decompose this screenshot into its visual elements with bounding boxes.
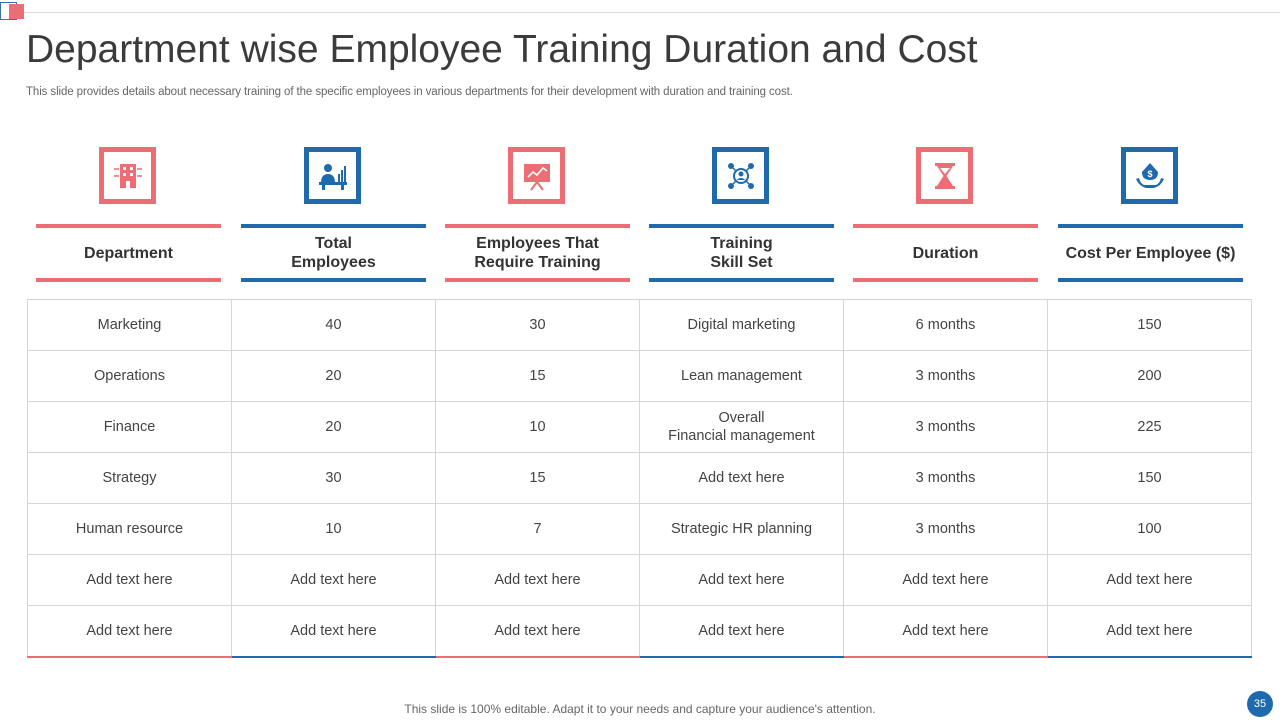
table-cell: 30 [435,299,640,351]
table-cell: Add text here [435,605,640,658]
header-duration: Duration [853,224,1038,282]
table-cell: Add text here [1047,554,1252,606]
table-cell: 100 [1047,503,1252,555]
table-cell: Finance [27,401,232,453]
table-cell: 225 [1047,401,1252,453]
table-cell: Add text here [27,554,232,606]
page-number-badge: 35 [1247,691,1273,717]
header-cost-per-employee: Cost Per Employee ($) [1058,224,1243,282]
table-row: Marketing 40 30 Digital marketing 6 mont… [27,299,1252,351]
header-department: Department [36,224,221,282]
table-cell: Lean management [639,350,844,402]
table-cell: 3 months [843,350,1048,402]
table-cell: 3 months [843,401,1048,453]
table-cell: 15 [435,452,640,504]
table-cell: 20 [231,401,436,453]
building-icon [99,147,156,204]
table-cell: 40 [231,299,436,351]
table-cell: Add text here [27,605,232,658]
table-cell: 7 [435,503,640,555]
table-cell: Marketing [27,299,232,351]
table-cell: Human resource [27,503,232,555]
table-cell: 20 [231,350,436,402]
employee-desk-icon [304,147,361,204]
table-cell: Strategic HR planning [639,503,844,555]
corner-decoration [0,0,24,22]
header-training-skill-set: Training Skill Set [649,224,834,282]
header-total-employees: Total Employees [241,224,426,282]
table-cell: Operations [27,350,232,402]
table-cell: 3 months [843,503,1048,555]
table-cell: Add text here [1047,605,1252,658]
skills-network-icon [712,147,769,204]
table-cell: 150 [1047,452,1252,504]
presentation-board-icon [508,147,565,204]
table-row: Human resource 10 7 Strategic HR plannin… [27,503,1252,555]
training-table: Marketing 40 30 Digital marketing 6 mont… [27,299,1252,658]
table-cell: Overall Financial management [639,401,844,453]
money-hand-icon: $ [1121,147,1178,204]
table-row: Strategy 30 15 Add text here 3 months 15… [27,452,1252,504]
table-cell: 10 [231,503,436,555]
table-cell: Add text here [843,605,1048,658]
slide-footer: This slide is 100% editable. Adapt it to… [404,702,876,716]
top-divider [24,12,1280,13]
table-cell: Add text here [639,605,844,658]
hourglass-icon [916,147,973,204]
table-cell: Add text here [231,605,436,658]
table-row: Add text here Add text here Add text her… [27,605,1252,658]
table-cell: Add text here [639,554,844,606]
slide-title: Department wise Employee Training Durati… [26,28,978,71]
table-row: Finance 20 10 Overall Financial manageme… [27,401,1252,453]
table-cell: Add text here [639,452,844,504]
table-cell: 15 [435,350,640,402]
table-cell: 150 [1047,299,1252,351]
table-cell: 10 [435,401,640,453]
svg-text:$: $ [1147,169,1152,179]
table-cell: 30 [231,452,436,504]
table-cell: Strategy [27,452,232,504]
header-employees-require-training: Employees That Require Training [445,224,630,282]
table-row: Add text here Add text here Add text her… [27,554,1252,606]
table-cell: 200 [1047,350,1252,402]
table-cell: Digital marketing [639,299,844,351]
table-row: Operations 20 15 Lean management 3 month… [27,350,1252,402]
table-cell: Add text here [843,554,1048,606]
table-cell: Add text here [231,554,436,606]
table-cell: Add text here [435,554,640,606]
slide-subtitle: This slide provides details about necess… [26,86,793,98]
table-cell: 6 months [843,299,1048,351]
table-cell: 3 months [843,452,1048,504]
